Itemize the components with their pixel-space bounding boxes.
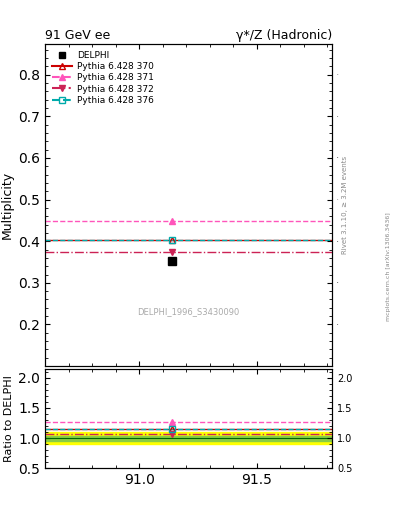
Bar — [45, 436, 332, 441]
Y-axis label: Ratio to DELPHI: Ratio to DELPHI — [4, 375, 14, 462]
Y-axis label: Multiplicity: Multiplicity — [1, 170, 14, 239]
Text: DELPHI_1996_S3430090: DELPHI_1996_S3430090 — [138, 307, 240, 316]
Legend: DELPHI, Pythia 6.428 370, Pythia 6.428 371, Pythia 6.428 372, Pythia 6.428 376: DELPHI, Pythia 6.428 370, Pythia 6.428 3… — [50, 48, 156, 108]
Text: γ*/Z (Hadronic): γ*/Z (Hadronic) — [236, 29, 332, 42]
Text: 91 GeV ee: 91 GeV ee — [45, 29, 110, 42]
Y-axis label: Rivet 3.1.10, ≥ 3.2M events: Rivet 3.1.10, ≥ 3.2M events — [342, 156, 348, 254]
Text: mcplots.cern.ch [arXiv:1306.3436]: mcplots.cern.ch [arXiv:1306.3436] — [386, 212, 391, 321]
Bar — [45, 432, 332, 444]
